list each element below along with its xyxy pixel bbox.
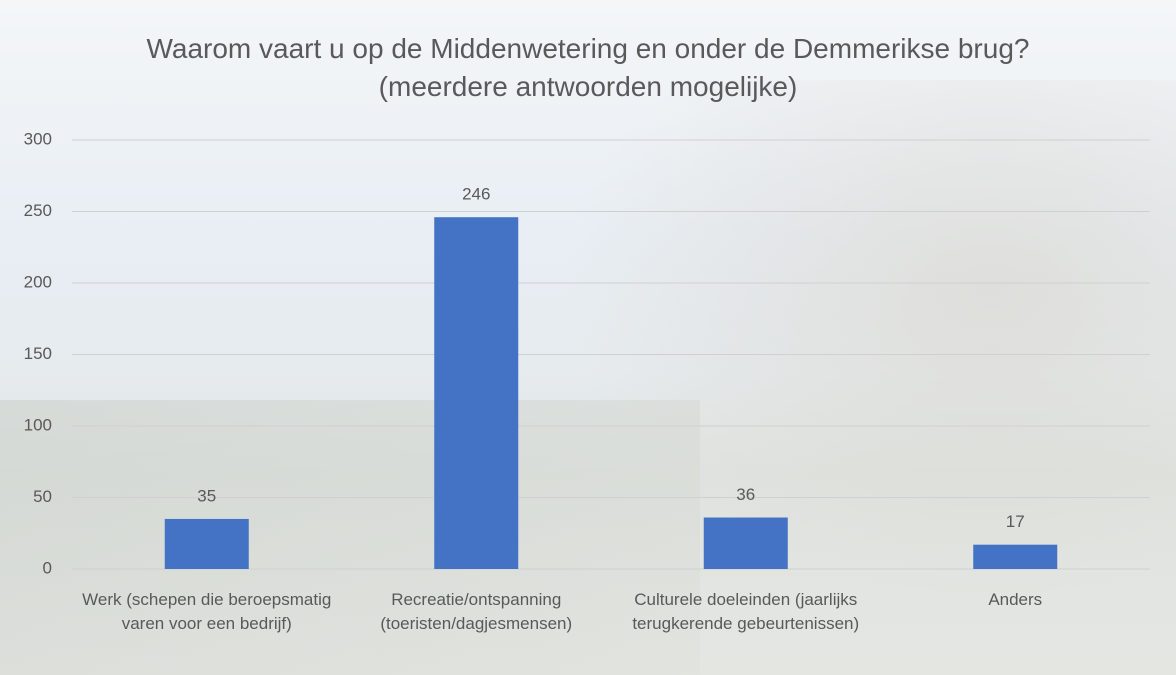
y-tick-label: 50	[33, 487, 52, 506]
y-tick-label: 300	[24, 129, 52, 148]
y-tick-label: 100	[24, 415, 52, 434]
y-tick-label: 150	[24, 344, 52, 363]
bar	[973, 545, 1057, 569]
data-label: 36	[736, 485, 755, 504]
bar	[165, 519, 249, 569]
y-tick-label: 0	[43, 558, 52, 577]
bar	[704, 518, 788, 569]
chart-area: 0 50 100 150 200 250 300 35 246 36 17 Waarom vaart…	[0, 0, 1176, 675]
x-tick-label: Recreatie/ontspanning (toeristen/dagjesm…	[351, 588, 601, 636]
y-tick-label: 250	[24, 201, 52, 220]
x-tick-label: Anders	[890, 588, 1140, 612]
data-label: 246	[462, 185, 490, 204]
x-tick-label: Werk (schepen die beroepsmatig varen voo…	[82, 588, 332, 636]
data-label: 17	[1006, 512, 1025, 531]
bar	[434, 217, 518, 569]
x-tick-label: Culturele doeleinden (jaarlijks terugker…	[621, 588, 871, 636]
data-label: 35	[197, 486, 216, 505]
chart-title: Waarom vaart u op de Middenwetering en o…	[120, 30, 1056, 106]
y-tick-label: 200	[24, 272, 52, 291]
